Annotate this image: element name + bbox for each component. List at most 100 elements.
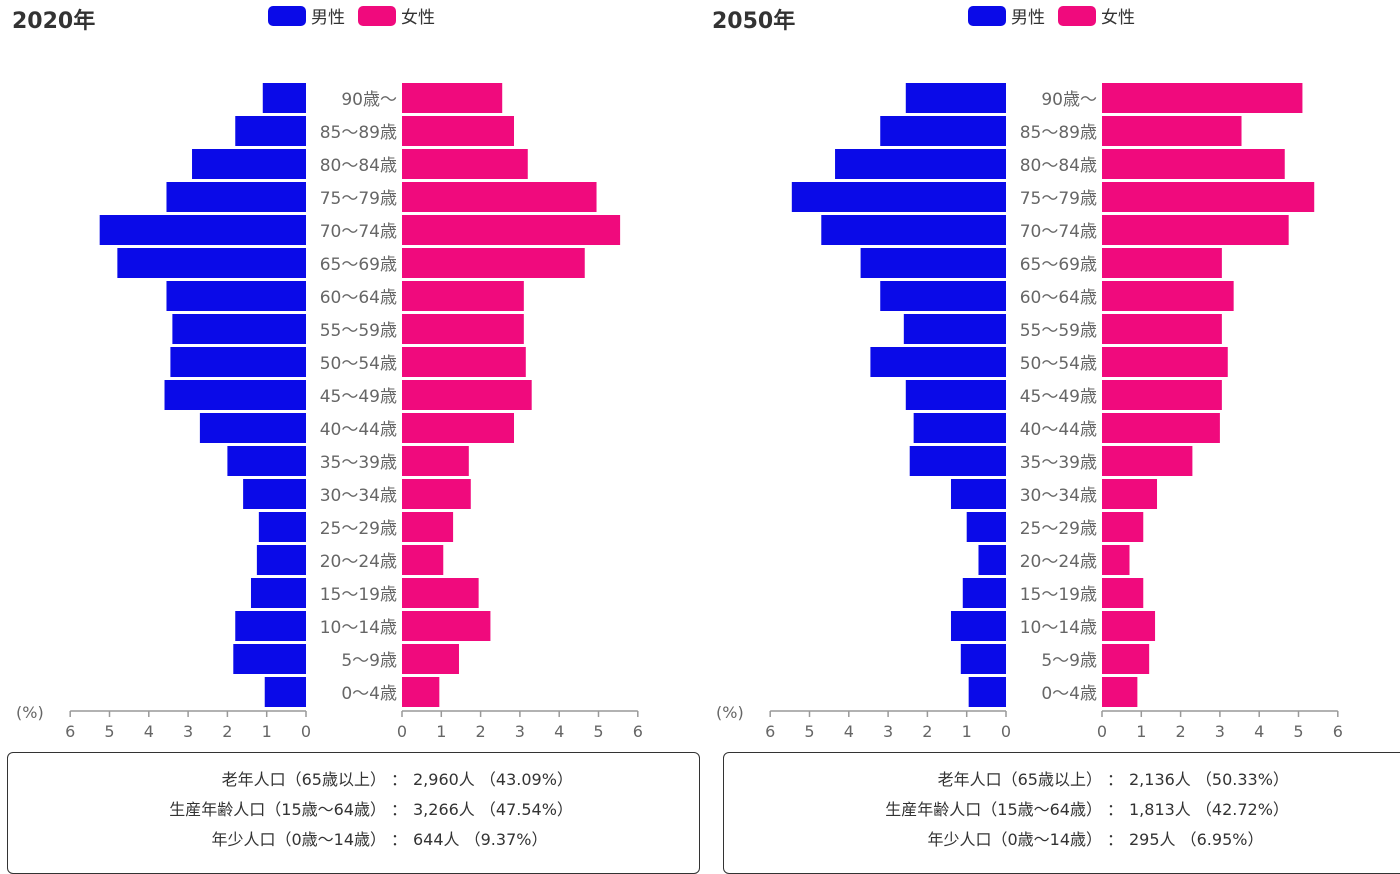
bar-female — [402, 281, 524, 311]
summary-colon: ： — [1107, 770, 1124, 789]
age-group-label: 35〜39歳 — [320, 453, 397, 473]
age-group-label: 30〜34歳 — [1020, 486, 1097, 506]
summary-colon: ： — [1107, 800, 1124, 819]
bar-male — [262, 83, 306, 113]
x-tick-label: 6 — [1333, 722, 1343, 741]
x-tick-label: 3 — [515, 722, 525, 741]
age-group-label: 60〜64歳 — [1020, 288, 1097, 308]
x-tick-label: 2 — [1176, 722, 1186, 741]
x-tick-label: 2 — [476, 722, 486, 741]
bar-female — [1102, 83, 1303, 113]
summary-label: 生産年齢人口（15歳〜64歳） — [169, 800, 386, 819]
x-tick-label: 0 — [1097, 722, 1107, 741]
x-tick-label: 3 — [883, 722, 893, 741]
bar-female — [1102, 446, 1193, 476]
age-group-label: 0〜4歳 — [1041, 684, 1097, 704]
legend-female-swatch — [358, 6, 396, 26]
population-pyramid-2050: 2050年 男性 女性90歳〜85〜89歳80〜84歳75〜79歳70〜74歳65〜… — [712, 6, 1343, 741]
x-tick-label: 1 — [262, 722, 272, 741]
age-group-label: 5〜9歳 — [1041, 651, 1097, 671]
bar-male — [905, 380, 1006, 410]
bar-female — [402, 314, 524, 344]
age-group-label: 90歳〜 — [341, 90, 397, 110]
legend-male-swatch — [968, 6, 1006, 26]
bar-male — [233, 644, 306, 674]
summary-row-working: 生産年齢人口（15歳〜64歳） ： 3,266人 （47.54%） — [8, 795, 701, 825]
unit-label: (%) — [716, 703, 744, 722]
x-tick-label: 0 — [1001, 722, 1011, 741]
summary-value: 2,136人 （50.33%） — [1129, 770, 1289, 789]
chart-title: 2050年 — [712, 8, 795, 34]
bar-male — [192, 149, 306, 179]
bar-male — [909, 446, 1006, 476]
legend-male-swatch — [268, 6, 306, 26]
x-tick-label: 1 — [962, 722, 972, 741]
x-tick-label: 5 — [1293, 722, 1303, 741]
bar-male — [966, 512, 1006, 542]
x-tick-label: 0 — [301, 722, 311, 741]
x-tick-label: 1 — [1136, 722, 1146, 741]
bar-female — [402, 380, 532, 410]
age-group-label: 85〜89歳 — [1020, 123, 1097, 143]
bar-female — [1102, 215, 1289, 245]
bar-female — [402, 215, 621, 245]
bar-male — [968, 677, 1006, 707]
summary-value: 644人 （9.37%） — [413, 830, 548, 849]
summary-value: 1,813人 （42.72%） — [1129, 800, 1289, 819]
bar-female — [402, 611, 491, 641]
bar-male — [860, 248, 1006, 278]
summary-row-working: 生産年齢人口（15歳〜64歳） ： 1,813人 （42.72%） — [724, 795, 1400, 825]
bar-female — [402, 248, 585, 278]
age-group-label: 35〜39歳 — [1020, 453, 1097, 473]
bar-female — [1102, 512, 1144, 542]
x-tick-label: 0 — [397, 722, 407, 741]
bar-male — [962, 578, 1006, 608]
bar-female — [1102, 545, 1130, 575]
bar-male — [960, 644, 1006, 674]
x-tick-label: 3 — [183, 722, 193, 741]
age-group-label: 40〜44歳 — [320, 420, 397, 440]
summary-row-young: 年少人口（0歳〜14歳） ： 295人 （6.95%） — [724, 825, 1400, 855]
summary-box-2050: 老年人口（65歳以上） ： 2,136人 （50.33%） 生産年齢人口（15歳… — [723, 752, 1400, 874]
bar-female — [1102, 347, 1228, 377]
x-tick-label: 6 — [633, 722, 643, 741]
bar-female — [402, 545, 444, 575]
bar-male — [791, 182, 1006, 212]
bar-male — [166, 281, 306, 311]
bar-female — [1102, 611, 1156, 641]
age-group-label: 50〜54歳 — [1020, 354, 1097, 374]
summary-value: 2,960人 （43.09%） — [413, 770, 573, 789]
bar-female — [402, 149, 528, 179]
x-tick-label: 6 — [65, 722, 75, 741]
summary-label: 老年人口（65歳以上） — [221, 770, 386, 789]
age-group-label: 75〜79歳 — [1020, 189, 1097, 209]
bar-male — [256, 545, 306, 575]
bar-male — [235, 116, 306, 146]
age-group-label: 80〜84歳 — [1020, 156, 1097, 176]
bar-female — [402, 413, 515, 443]
summary-colon: ： — [391, 770, 408, 789]
bar-male — [821, 215, 1006, 245]
summary-value: 295人 （6.95%） — [1129, 830, 1264, 849]
bar-male — [264, 677, 306, 707]
summary-colon: ： — [391, 800, 408, 819]
age-group-label: 65〜69歳 — [320, 255, 397, 275]
bar-female — [1102, 314, 1222, 344]
summary-label: 年少人口（0歳〜14歳） — [211, 830, 386, 849]
bar-male — [905, 83, 1006, 113]
age-group-label: 45〜49歳 — [1020, 387, 1097, 407]
bar-female — [402, 479, 471, 509]
bar-female — [1102, 413, 1220, 443]
bar-male — [978, 545, 1006, 575]
age-group-label: 5〜9歳 — [341, 651, 397, 671]
age-group-label: 0〜4歳 — [341, 684, 397, 704]
x-tick-label: 3 — [1215, 722, 1225, 741]
legend-female-swatch — [1058, 6, 1096, 26]
bar-male — [172, 314, 306, 344]
age-group-label: 70〜74歳 — [1020, 222, 1097, 242]
age-group-label: 85〜89歳 — [320, 123, 397, 143]
age-group-label: 10〜14歳 — [320, 618, 397, 638]
bar-male — [227, 446, 306, 476]
summary-label: 生産年齢人口（15歳〜64歳） — [885, 800, 1102, 819]
bar-female — [1102, 182, 1315, 212]
